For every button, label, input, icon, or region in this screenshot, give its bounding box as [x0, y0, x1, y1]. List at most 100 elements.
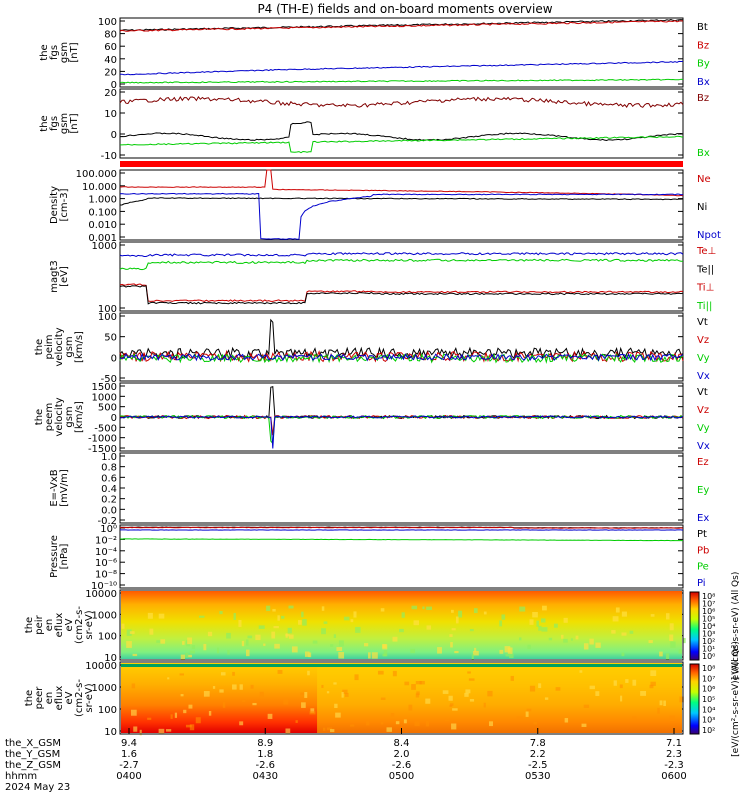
spectrogram-cell	[307, 670, 310, 676]
legend-item: Bz	[697, 93, 709, 104]
spectrogram-cell	[280, 615, 285, 619]
y-axis-label-line: peim	[44, 334, 55, 359]
spectrogram-cell	[451, 723, 457, 730]
y-tick-label: 0	[111, 353, 117, 364]
spectrogram-region	[317, 663, 682, 733]
spectrogram-cell	[132, 653, 138, 657]
legend-item: Vy	[697, 423, 710, 434]
y-axis-label: magt3 [eV]	[49, 260, 70, 293]
spectrogram-cell	[226, 632, 231, 639]
spectrogram-cell	[615, 607, 620, 613]
x-row-label: the_Z_GSM	[5, 760, 61, 771]
y-tick-label: 10⁻²	[95, 535, 117, 546]
legend-item: Vx	[697, 371, 710, 382]
spectrogram-cell	[266, 605, 271, 612]
legend-item: By	[697, 59, 710, 70]
colorbar-tick-label: 10⁵	[702, 695, 715, 704]
spectrogram-cell	[548, 637, 553, 641]
y-axis-label-line: [eV]	[59, 266, 70, 287]
y-tick-label: 0.6	[101, 473, 117, 484]
y-tick-label: 100.000	[76, 169, 117, 180]
y-axis-label-line: fgs	[49, 116, 60, 131]
spectrogram-cell	[589, 638, 594, 645]
legend-item: Te⊥	[696, 246, 716, 257]
x-tick-label-xgsm: 7.8	[530, 738, 546, 749]
series-Bx	[120, 135, 684, 154]
spectrogram-cell	[342, 689, 348, 694]
y-axis-label: Density [cm-3]	[49, 186, 70, 224]
spectrogram-cell	[300, 692, 305, 696]
spectrogram-cell	[613, 680, 617, 686]
y-tick-label: 0.001	[88, 233, 117, 244]
spectrogram-cell	[499, 649, 504, 654]
spectrogram-cell	[527, 644, 531, 650]
y-axis-label-line: E=-VxB	[49, 469, 60, 506]
series-Vx	[119, 352, 684, 362]
spectrogram-cell	[669, 715, 675, 722]
spectrogram-cell	[657, 707, 660, 714]
legend-item: Vt	[697, 387, 708, 398]
spectrogram-cell	[250, 684, 254, 689]
spectrogram-cell	[538, 683, 542, 689]
spectrogram-cell	[285, 634, 290, 637]
spectrogram-cell	[335, 712, 341, 718]
spectrogram-cell	[426, 625, 431, 630]
panel-peir_spec: 10000 1000 100 10 the peir en eflux eV (cm2-s-sr-…	[24, 589, 686, 664]
spectrogram-cell	[191, 645, 196, 650]
y-axis-label-line: eflux	[54, 686, 65, 711]
spectrogram-cell	[263, 643, 266, 646]
spectrogram-cell	[180, 694, 184, 697]
colorbar-tick-label: 10⁴	[702, 622, 715, 631]
spectrogram-cell	[518, 637, 522, 641]
y-tick-label: -1500	[88, 444, 117, 455]
spectrogram-cell	[158, 728, 165, 735]
y-axis-label-line: en	[44, 619, 55, 632]
colorbar-tick-label: 10³	[702, 716, 715, 725]
y-tick-label: 100	[98, 632, 117, 643]
y-tick-label: 1.000	[88, 195, 117, 206]
spectrogram-cell	[188, 654, 192, 658]
spectrogram-cell	[187, 637, 193, 645]
spectrogram-cell	[308, 652, 312, 658]
spectrogram-cell	[536, 620, 539, 627]
spectrogram-cell	[532, 611, 538, 618]
panel-frame	[119, 312, 684, 382]
spectrogram-cell	[650, 681, 656, 686]
spectrogram-cell	[333, 634, 337, 638]
spectrogram-cell	[277, 670, 283, 674]
colorbar-tick-label: 10²	[702, 726, 715, 735]
spectrogram-cell	[354, 674, 359, 681]
y-tick-label: 10⁻⁶	[95, 558, 117, 569]
y-axis-label-line: velocity	[54, 397, 65, 436]
spectrogram-cell	[147, 717, 152, 720]
y-axis-label-line: the	[39, 44, 50, 60]
spectrogram-cell	[386, 727, 392, 732]
y-axis-label: Pressure [nPa]	[49, 535, 70, 578]
spectrogram-cell	[483, 611, 487, 615]
spectrogram-cell	[392, 670, 397, 677]
spectrogram-cell	[326, 691, 330, 694]
colorbar-tick-label: 10³	[702, 630, 715, 639]
series-Ti-perp	[119, 283, 684, 303]
y-axis-label-line: sr-eV)	[84, 610, 95, 639]
x-tick-label-zgsm: -2.7	[119, 760, 139, 771]
y-tick-label: 100	[98, 304, 117, 315]
spectrogram-cell	[298, 620, 302, 625]
spectrogram-cell	[589, 685, 595, 690]
y-tick-label: 0.2	[101, 495, 117, 506]
y-tick-label: 0.0	[101, 505, 117, 516]
spectrogram-cell	[519, 606, 526, 612]
spectrogram-cell	[505, 653, 510, 657]
spectrogram-cell	[411, 605, 418, 610]
x-tick-label-ygsm: 1.8	[257, 749, 273, 760]
spectrogram-cell	[274, 643, 280, 649]
spectrogram-cell	[273, 625, 279, 629]
spectrogram-cell	[366, 721, 370, 726]
y-tick-label: 1.0	[101, 452, 117, 463]
spectrogram-cell	[189, 650, 195, 654]
spectrogram-cell	[563, 617, 568, 623]
colorbar-label-text: [eV/(cm²-s-sr-eV)] (All Qs)	[731, 641, 741, 757]
spectrogram-cell	[301, 702, 306, 708]
y-axis-label-line: en	[44, 692, 55, 705]
